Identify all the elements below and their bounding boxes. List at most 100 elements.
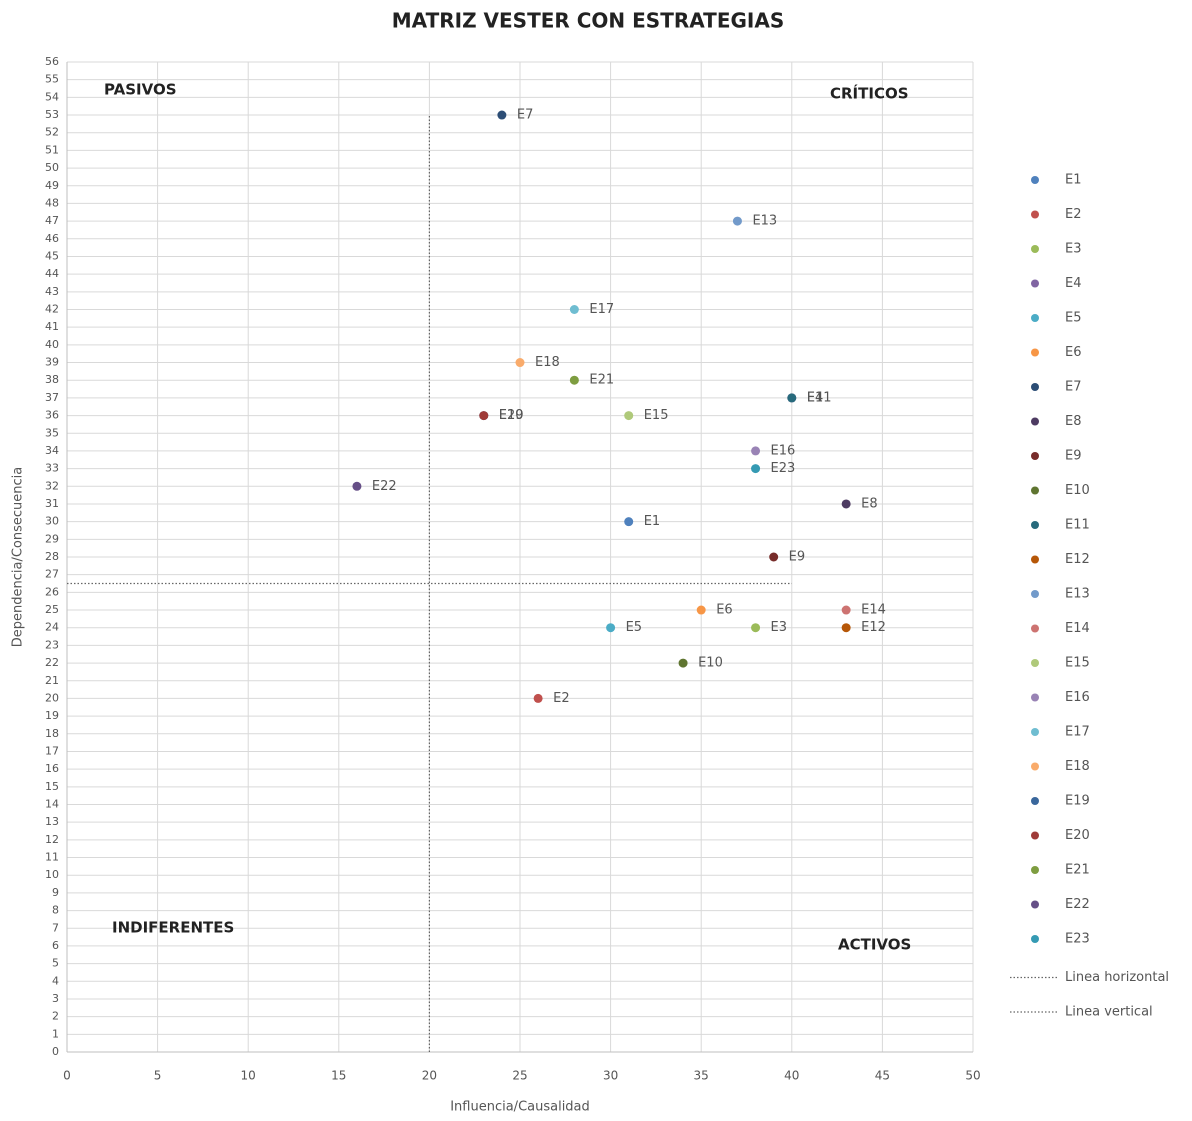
y-tick-label: 49 bbox=[45, 179, 59, 192]
point-label: E14 bbox=[861, 603, 886, 618]
y-tick-label: 0 bbox=[52, 1045, 59, 1058]
legend-label: E12 bbox=[1065, 552, 1090, 567]
y-tick-label: 56 bbox=[45, 55, 59, 68]
x-tick-label: 35 bbox=[694, 1069, 709, 1083]
y-tick-label: 7 bbox=[52, 921, 59, 934]
y-tick-label: 11 bbox=[45, 851, 59, 864]
point-label: E17 bbox=[589, 302, 614, 317]
y-tick-label: 20 bbox=[45, 691, 59, 704]
y-tick-label: 53 bbox=[45, 108, 59, 121]
legend-label: E2 bbox=[1065, 207, 1082, 222]
point-label: E10 bbox=[698, 656, 723, 671]
legend-marker bbox=[1031, 383, 1039, 391]
point-label: E3 bbox=[771, 620, 788, 635]
y-tick-label: 46 bbox=[45, 232, 59, 245]
y-tick-label: 26 bbox=[45, 585, 59, 598]
legend-marker bbox=[1031, 176, 1039, 184]
y-tick-label: 22 bbox=[45, 656, 59, 669]
y-tick-label: 12 bbox=[45, 833, 59, 846]
y-tick-label: 16 bbox=[45, 762, 59, 775]
x-tick-label: 20 bbox=[422, 1069, 437, 1083]
point bbox=[606, 623, 616, 633]
legend-label: E8 bbox=[1065, 414, 1082, 429]
quadrant-label: INDIFERENTES bbox=[112, 919, 234, 937]
y-tick-label: 47 bbox=[45, 214, 59, 227]
legend-marker bbox=[1031, 210, 1039, 219]
y-tick-label: 5 bbox=[52, 957, 59, 970]
y-tick-label: 27 bbox=[45, 568, 59, 581]
y-tick-label: 3 bbox=[52, 992, 59, 1005]
y-tick-label: 10 bbox=[45, 868, 59, 881]
point-label: E2 bbox=[553, 691, 570, 706]
point bbox=[732, 216, 742, 226]
y-tick-label: 18 bbox=[45, 727, 59, 740]
y-tick-label: 41 bbox=[45, 320, 59, 333]
y-tick-label: 28 bbox=[45, 550, 59, 563]
legend-marker bbox=[1031, 728, 1039, 736]
point bbox=[751, 464, 761, 474]
point-label: E9 bbox=[789, 550, 806, 565]
y-tick-label: 15 bbox=[45, 780, 59, 793]
y-tick-label: 48 bbox=[45, 196, 59, 209]
quadrant-label: ACTIVOS bbox=[838, 936, 911, 954]
legend-marker bbox=[1031, 314, 1039, 322]
point bbox=[769, 552, 779, 562]
point-label: E1 bbox=[644, 514, 661, 529]
point bbox=[569, 375, 579, 385]
legend-label: Linea vertical bbox=[1065, 1005, 1153, 1020]
point bbox=[533, 693, 543, 703]
legend-label: E5 bbox=[1065, 311, 1082, 326]
point bbox=[787, 393, 797, 403]
y-tick-label: 35 bbox=[45, 426, 59, 439]
x-axis-label: Influencia/Causalidad bbox=[450, 1100, 590, 1115]
y-axis-label: Dependencia/Consecuencia bbox=[11, 467, 26, 647]
point-label: E15 bbox=[644, 408, 669, 423]
point bbox=[841, 623, 851, 633]
legend-marker bbox=[1031, 452, 1039, 460]
point-label: E13 bbox=[752, 214, 777, 229]
legend-label: E14 bbox=[1065, 621, 1090, 636]
point-label: E23 bbox=[771, 461, 796, 476]
y-tick-label: 2 bbox=[52, 1010, 59, 1023]
y-tick-label: 50 bbox=[45, 161, 59, 174]
point-label: E7 bbox=[517, 108, 534, 123]
x-tick-label: 10 bbox=[241, 1069, 256, 1083]
legend-label: E13 bbox=[1065, 587, 1090, 602]
y-tick-label: 25 bbox=[45, 603, 59, 616]
point bbox=[841, 499, 851, 509]
x-tick-label: 45 bbox=[875, 1069, 890, 1083]
point bbox=[624, 411, 634, 421]
y-tick-label: 55 bbox=[45, 73, 59, 86]
y-tick-label: 45 bbox=[45, 249, 59, 262]
y-tick-label: 24 bbox=[45, 621, 59, 634]
y-tick-label: 14 bbox=[45, 798, 59, 811]
legend-marker bbox=[1031, 417, 1039, 426]
y-tick-label: 37 bbox=[45, 391, 59, 404]
y-tick-label: 36 bbox=[45, 409, 59, 422]
point bbox=[751, 446, 761, 456]
point bbox=[352, 481, 362, 491]
y-tick-label: 1 bbox=[52, 1027, 59, 1040]
y-tick-label: 40 bbox=[45, 338, 59, 351]
legend-marker bbox=[1031, 486, 1039, 495]
point-label: E21 bbox=[589, 373, 614, 388]
legend-marker bbox=[1031, 900, 1039, 909]
legend-label: E10 bbox=[1065, 483, 1090, 498]
y-tick-label: 13 bbox=[45, 815, 59, 828]
y-tick-label: 21 bbox=[45, 674, 59, 687]
legend-marker bbox=[1031, 245, 1039, 253]
y-tick-label: 31 bbox=[45, 497, 59, 510]
y-tick-label: 29 bbox=[45, 532, 59, 545]
legend-label: E9 bbox=[1065, 449, 1082, 464]
legend-label: E19 bbox=[1065, 794, 1090, 809]
quadrant-label: CRÍTICOS bbox=[830, 84, 909, 103]
legend-label: E11 bbox=[1065, 518, 1090, 533]
legend-marker bbox=[1031, 590, 1039, 598]
quadrant-label: PASIVOS bbox=[104, 81, 177, 99]
y-tick-label: 4 bbox=[52, 974, 59, 987]
legend-label: E18 bbox=[1065, 759, 1090, 774]
point bbox=[569, 305, 579, 314]
legend-label: E16 bbox=[1065, 690, 1090, 705]
y-tick-label: 34 bbox=[45, 444, 59, 457]
